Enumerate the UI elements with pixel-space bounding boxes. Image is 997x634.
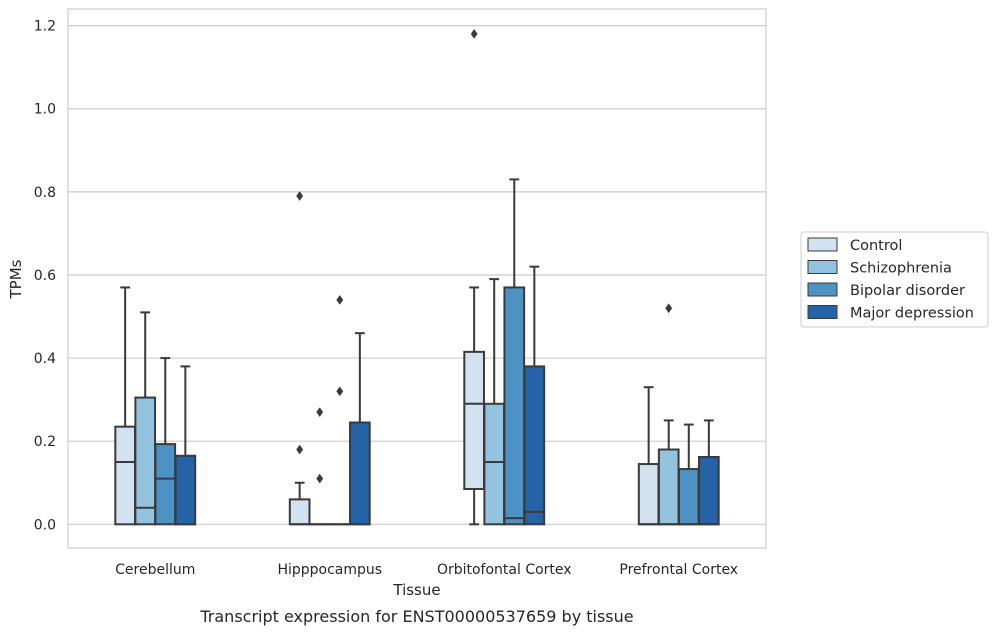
iqr-box (637, 463, 660, 526)
outlier-point (336, 294, 344, 305)
legend-frame (800, 231, 989, 328)
y-tick-label: 1.0 (34, 102, 56, 118)
y-tick-label: 0.8 (34, 185, 56, 201)
iqr-box (483, 402, 506, 526)
x-tick-labels: Cerebellum Hipppocampus Orbitofontal Corte… (115, 562, 738, 578)
box-major-depression (698, 419, 720, 526)
box-major-depression (523, 265, 546, 526)
legend-swatch (807, 237, 838, 252)
iqr-box (134, 396, 157, 526)
box-control (288, 191, 311, 526)
x-axis-label: Tissue (392, 581, 440, 599)
box-control (463, 28, 485, 526)
y-axis-label: TPMs (7, 259, 25, 299)
y-tick-label: 1.2 (34, 19, 56, 35)
iqr-box (523, 365, 546, 526)
outlier-point (665, 303, 673, 314)
x-tick-label: Cerebellum (115, 562, 195, 578)
y-tick-labels: 0.0 0.2 0.4 0.6 0.8 1.0 1.2 (34, 19, 56, 534)
legend-label: Bipolar disorder (850, 283, 965, 299)
box-bipolar-disorder (503, 178, 526, 526)
legend: Control Schizophrenia Bipolar disorder Majo… (800, 231, 989, 328)
plot-frame (67, 8, 767, 549)
box-schizophrenia (483, 278, 506, 526)
x-tick-label: Hipppocampus (277, 562, 382, 578)
outlier-point (316, 473, 324, 484)
legend-swatch (807, 260, 838, 274)
legend-label: Control (850, 238, 902, 254)
outlier-point (316, 407, 324, 418)
box-schizophrenia (134, 311, 157, 526)
box-major-depression (174, 365, 197, 526)
iqr-box (288, 498, 311, 526)
legend-swatch (807, 282, 838, 297)
iqr-box (174, 454, 197, 526)
box-bipolar-disorder (677, 423, 700, 526)
boxes-layer (114, 28, 720, 526)
box-control (114, 286, 136, 526)
outlier-point (336, 386, 344, 397)
outlier-point (296, 191, 304, 201)
x-tick-label: Orbitofontal Cortex (437, 562, 572, 578)
outlier-point (296, 444, 304, 455)
iqr-box (503, 286, 526, 526)
iqr-box (698, 455, 720, 526)
y-tick-label: 0.6 (34, 268, 56, 284)
iqr-box (677, 468, 700, 526)
y-tick-label: 0.0 (34, 517, 56, 533)
box-schizophrenia (657, 303, 680, 526)
box-bipolar-disorder (328, 294, 351, 526)
y-tick-label: 0.2 (34, 434, 56, 450)
legend-swatch (807, 305, 838, 319)
outlier-point (470, 28, 478, 39)
iqr-box (154, 443, 177, 526)
legend-label: Schizophrenia (850, 261, 952, 277)
y-tick-label: 0.4 (34, 351, 56, 367)
x-tick-label: Prefrontal Cortex (619, 562, 738, 578)
legend-items: Control Schizophrenia Bipolar disorder Majo… (807, 237, 974, 322)
iqr-box (114, 425, 136, 526)
box-major-depression (349, 332, 371, 526)
box-control (637, 386, 660, 526)
box-schizophrenia (308, 407, 331, 526)
iqr-box (463, 350, 485, 490)
iqr-box (657, 448, 680, 526)
grid-layer (68, 25, 766, 525)
legend-label: Major depression (850, 306, 974, 322)
chart-caption: Transcript expression for ENST0000053765… (199, 607, 633, 626)
iqr-box (349, 421, 371, 526)
